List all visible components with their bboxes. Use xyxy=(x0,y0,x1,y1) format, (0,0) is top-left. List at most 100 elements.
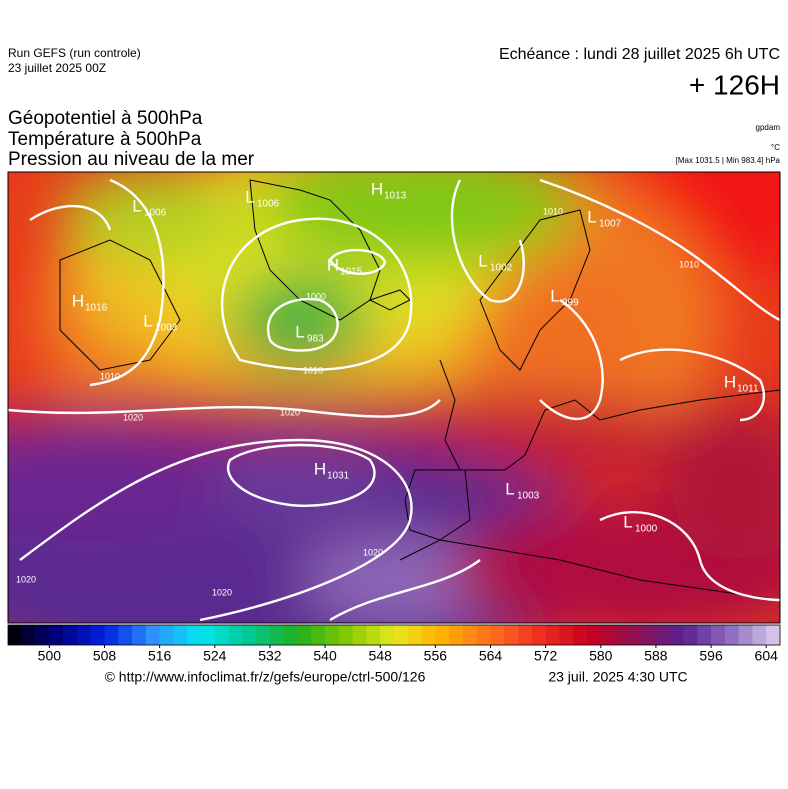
colorbar-swatch xyxy=(697,625,712,645)
title-line: Géopotentiel à 500hPa xyxy=(8,108,203,129)
colorbar-swatch xyxy=(242,625,257,645)
center-value: 983 xyxy=(307,334,324,345)
colorbar-tick-label: 548 xyxy=(369,648,393,664)
colorbar-swatch xyxy=(159,625,174,645)
pressure-range: [Max 1031.5 | Min 983.4] hPa xyxy=(676,156,781,165)
colorbar-swatch xyxy=(766,625,781,645)
center-letter: L xyxy=(478,251,487,270)
colorbar-swatch xyxy=(256,625,271,645)
colorbar-swatch xyxy=(711,625,726,645)
isobar-label: 1020 xyxy=(16,574,36,584)
colorbar-swatch xyxy=(490,625,505,645)
isobar-label: 1010 xyxy=(100,371,120,381)
title-line: Température à 500hPa xyxy=(8,129,202,150)
center-value: 1013 xyxy=(384,191,407,202)
center-value: 1006 xyxy=(257,199,280,210)
colorbar-swatch xyxy=(435,625,450,645)
center-letter: L xyxy=(132,196,141,215)
center-letter: L xyxy=(550,286,559,305)
colorbar-swatch xyxy=(63,625,78,645)
colorbar-tick-label: 540 xyxy=(313,648,337,664)
valid-time: Echéance : lundi 28 juillet 2025 6h UTC xyxy=(499,46,780,63)
colorbar-swatch xyxy=(132,625,147,645)
colorbar-tick-label: 532 xyxy=(258,648,282,664)
colorbar-tick-label: 524 xyxy=(203,648,227,664)
colorbar-swatch xyxy=(449,625,464,645)
colorbar-tick-label: 588 xyxy=(644,648,668,664)
colorbar-swatch xyxy=(228,625,243,645)
colorbar-swatch xyxy=(173,625,188,645)
map-frame xyxy=(7,171,781,624)
isobar-label: 1020 xyxy=(280,407,300,417)
isobar-label: 1010 xyxy=(543,206,563,216)
isobars xyxy=(8,178,780,622)
colorbar-tick-label: 596 xyxy=(699,648,723,664)
colorbar-swatch xyxy=(76,625,92,645)
colorbar: 500 508 516 524 532 540 548 556 564 572 580 588 596 6… xyxy=(7,624,781,664)
isobar-label: 1020 xyxy=(212,587,232,597)
colorbar-tick-label: 572 xyxy=(534,648,558,664)
colorbar-swatch xyxy=(214,625,229,645)
title-line: Pression au niveau de la mer xyxy=(8,149,255,170)
isobar-label: 1020 xyxy=(123,412,143,422)
colorbar-tick-label: 556 xyxy=(424,648,448,664)
center-value: 999 xyxy=(562,298,579,309)
colorbar-swatch xyxy=(573,625,588,645)
colorbar-swatch xyxy=(8,625,23,645)
colorbar-tick-label: 580 xyxy=(589,648,613,664)
source-link: © http://www.infoclimat.fr/z/gefs/europe… xyxy=(105,669,426,685)
colorbar-swatch xyxy=(504,625,519,645)
colorbar-swatch xyxy=(518,625,533,645)
colorbar-swatch xyxy=(35,625,50,645)
isobar-label: 1010 xyxy=(303,365,323,375)
center-letter: L xyxy=(143,311,152,330)
colorbar-swatch xyxy=(90,625,105,645)
colorbar-swatch xyxy=(311,625,326,645)
colorbar-swatch xyxy=(421,625,436,645)
center-letter: L xyxy=(505,479,514,498)
center-letter: H xyxy=(327,255,339,274)
center-value: 1015 xyxy=(340,267,363,278)
colorbar-swatch xyxy=(201,625,216,645)
center-letter: H xyxy=(724,372,736,391)
center-value: 1011 xyxy=(737,384,759,395)
colorbar-tick-label: 500 xyxy=(38,648,62,664)
colorbar-swatch xyxy=(642,625,657,645)
colorbar-swatch xyxy=(380,625,395,645)
colorbar-swatch xyxy=(269,625,285,645)
colorbar-swatch xyxy=(407,625,422,645)
isobar-label: 1020 xyxy=(363,547,383,557)
run-label: Run GEFS (run controle) xyxy=(8,46,141,60)
colorbar-swatch xyxy=(325,625,340,645)
colorbar-swatch xyxy=(145,625,160,645)
colorbar-swatch xyxy=(724,625,739,645)
colorbar-swatch xyxy=(366,625,381,645)
center-letter: L xyxy=(587,207,596,226)
coastlines xyxy=(59,179,780,601)
colorbar-swatch xyxy=(752,625,767,645)
center-letter: H xyxy=(72,291,84,310)
colorbar-swatch xyxy=(338,625,353,645)
colorbar-swatch xyxy=(655,625,671,645)
center-value: 1031 xyxy=(327,471,350,482)
isobar-label: 1010 xyxy=(679,259,699,269)
colorbar-tick-label: 508 xyxy=(93,648,117,664)
colorbar-swatch xyxy=(187,625,202,645)
center-value: 1000 xyxy=(635,524,658,535)
colorbar-swatch xyxy=(297,625,312,645)
center-letter: L xyxy=(245,187,254,206)
colorbar-swatch xyxy=(283,625,298,645)
colorbar-swatch xyxy=(118,625,133,645)
center-value: 1002 xyxy=(490,263,513,274)
colorbar-swatch xyxy=(614,625,629,645)
colorbar-swatch xyxy=(531,625,546,645)
colorbar-swatch xyxy=(394,625,409,645)
colorbar-tick-label: 564 xyxy=(479,648,503,664)
isobar-label: 1000 xyxy=(306,291,326,301)
colorbar-swatch xyxy=(352,625,367,645)
colorbar-swatch xyxy=(462,625,478,645)
run-date: 23 juillet 2025 00Z xyxy=(8,61,106,75)
